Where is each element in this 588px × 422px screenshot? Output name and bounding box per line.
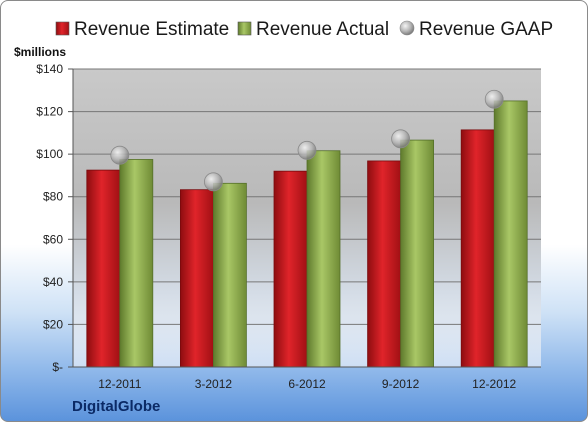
- bar-revenue-actual: [212, 182, 247, 368]
- bar-revenue-estimate: [460, 129, 495, 368]
- y-tick-label: $120: [36, 105, 63, 119]
- marker-revenue-gaap: [391, 129, 411, 149]
- y-tick-label: $60: [43, 232, 63, 246]
- y-tick-label: $80: [43, 190, 63, 204]
- marker-revenue-gaap: [203, 172, 223, 192]
- y-tick-label: $-: [52, 360, 63, 374]
- legend-swatch: [399, 20, 415, 36]
- y-axis: $- $20 $40 $60 $80 $100 $120 $140: [36, 62, 74, 374]
- legend: Revenue Estimate Revenue Actual Revenue GA…: [55, 19, 553, 40]
- gaap-markers-group: [110, 89, 504, 192]
- legend-label: Revenue Estimate: [74, 19, 229, 40]
- x-tick-label: 6-2012: [288, 377, 326, 391]
- y-tick-label: $20: [43, 317, 63, 331]
- marker-revenue-gaap: [484, 89, 504, 109]
- bar-revenue-estimate: [86, 169, 121, 368]
- bar-revenue-actual: [493, 100, 528, 368]
- bars-group: [86, 100, 528, 368]
- x-tick-label: 3-2012: [195, 377, 233, 391]
- bar-revenue-estimate: [367, 160, 402, 368]
- y-tick-label: $140: [36, 62, 63, 76]
- y-tick-label: $100: [36, 147, 63, 161]
- x-tick-label: 9-2012: [382, 377, 420, 391]
- y-unit-label: $millions: [14, 45, 66, 59]
- legend-label: Revenue GAAP: [419, 19, 553, 40]
- bar-revenue-estimate: [179, 189, 214, 368]
- y-tick-label: $40: [43, 275, 63, 289]
- legend-swatch: [55, 21, 70, 36]
- marker-revenue-gaap: [297, 140, 317, 160]
- company-name: DigitalGlobe: [72, 398, 161, 415]
- legend-swatch: [237, 21, 252, 36]
- x-tick-label: 12-2011: [98, 377, 141, 391]
- bar-revenue-actual: [119, 159, 154, 368]
- bar-revenue-actual: [306, 150, 341, 368]
- x-axis: 12-2011 3-2012 6-2012 9-2012 12-2012: [73, 366, 541, 391]
- x-tick-label: 12-2012: [472, 377, 516, 391]
- bar-revenue-estimate: [273, 170, 308, 368]
- legend-label: Revenue Actual: [256, 19, 389, 40]
- bar-revenue-actual: [400, 139, 435, 368]
- marker-revenue-gaap: [110, 145, 130, 165]
